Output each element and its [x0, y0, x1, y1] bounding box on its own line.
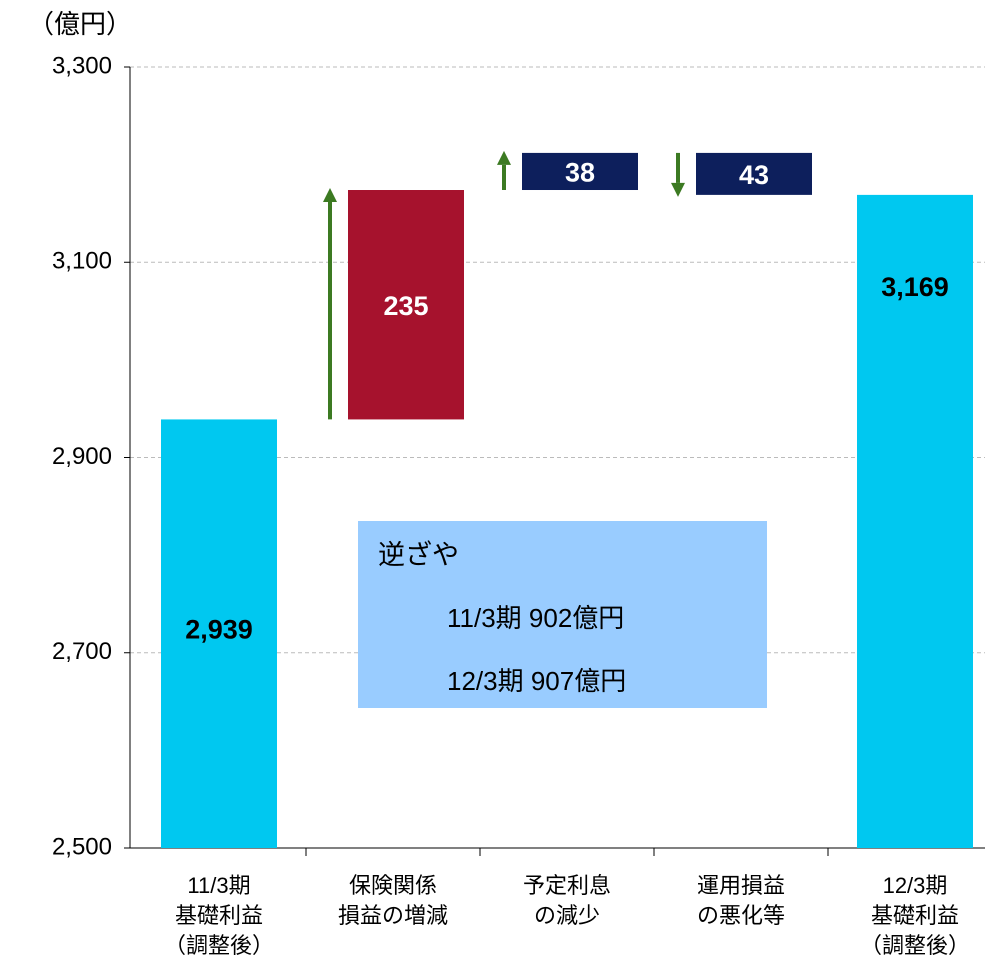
value-label: 38 [565, 158, 595, 188]
y-tick-label: 2,900 [52, 443, 112, 470]
x-tick-label: の減少 [534, 903, 600, 928]
x-tick-label: 基礎利益 [871, 903, 959, 928]
y-tick-label: 2,500 [52, 833, 112, 860]
value-label: 2,939 [185, 615, 253, 645]
bar [348, 190, 464, 420]
y-tick-label: 3,100 [52, 248, 112, 275]
annotation-line: 12/3期 907億円 [447, 666, 626, 696]
x-tick-label: 保険関係 [349, 873, 437, 898]
arrow-head [671, 182, 685, 197]
x-tick-label: 予定利息 [523, 873, 611, 898]
x-tick-label: （調整後） [860, 933, 970, 958]
unit-label: （億円） [28, 9, 132, 39]
y-tick-label: 3,300 [52, 52, 112, 79]
bar [696, 152, 812, 195]
x-tick-label: （調整後） [164, 933, 274, 958]
x-tick-label: 12/3期 [883, 873, 948, 898]
x-tick-label: 損益の増減 [338, 903, 448, 928]
x-tick-label: 11/3期 [187, 873, 250, 898]
value-label: 235 [383, 291, 428, 321]
arrow-head [323, 188, 337, 203]
annotation-box [358, 521, 767, 708]
x-tick-label: の悪化等 [697, 903, 785, 928]
annotation-title: 逆ざや [378, 540, 459, 570]
arrow-head [497, 150, 511, 165]
value-label: 3,169 [881, 272, 949, 302]
bar [161, 419, 277, 848]
bar [857, 194, 973, 849]
x-tick-label: 基礎利益 [175, 903, 263, 928]
bar [522, 152, 638, 191]
value-label: 43 [739, 160, 769, 190]
y-tick-label: 2,700 [52, 638, 112, 665]
x-tick-label: 運用損益 [697, 873, 785, 898]
annotation-line: 11/3期 902億円 [447, 603, 624, 633]
